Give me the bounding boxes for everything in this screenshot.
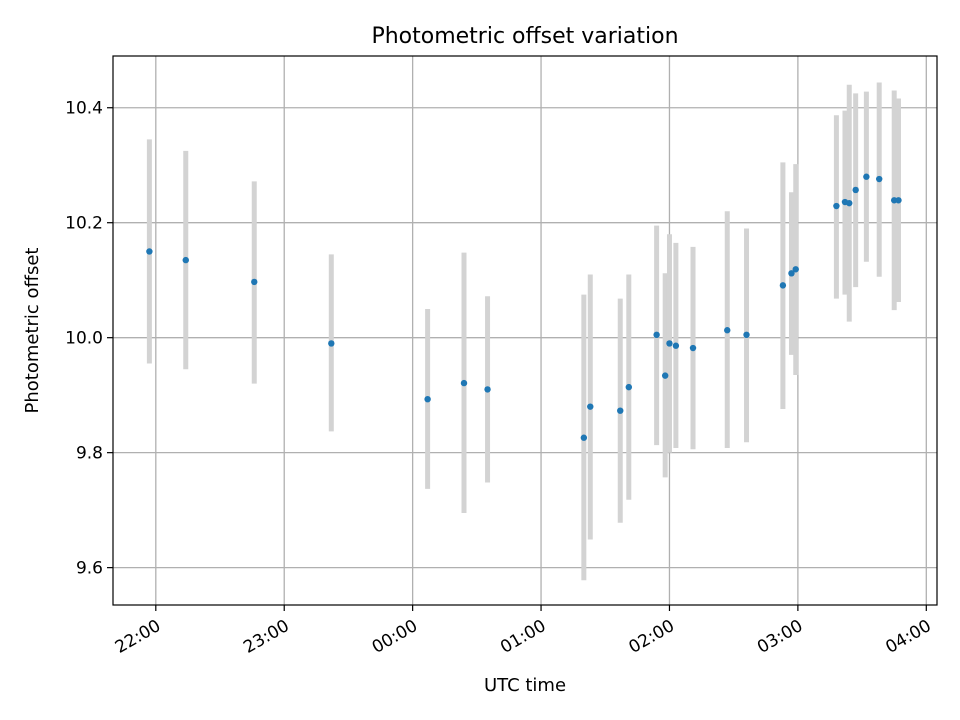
data-point <box>580 434 588 441</box>
data-point <box>146 248 153 255</box>
data-point <box>251 278 258 286</box>
chart-title: Photometric offset variation <box>371 24 678 49</box>
data-point <box>484 386 491 393</box>
plot-frame <box>112 55 938 606</box>
y-axis-ticks: 9.6 9.8 10.0 10.2 10.4 <box>65 99 113 579</box>
data-point <box>424 395 431 403</box>
x-tick-label: 22:00 <box>112 616 164 658</box>
x-tick-label: 01:00 <box>497 616 549 658</box>
data-point <box>182 256 189 264</box>
y-tick-label: 9.8 <box>76 444 103 464</box>
y-tick-label: 10.2 <box>65 214 103 234</box>
y-tick-label: 10.4 <box>65 99 103 119</box>
data-point <box>661 372 669 379</box>
y-tick-label: 10.0 <box>65 329 103 349</box>
data-point <box>460 379 468 387</box>
data-point <box>617 407 624 414</box>
x-tick-label: 02:00 <box>626 616 678 658</box>
data-point <box>689 344 697 352</box>
error-bars <box>146 82 901 581</box>
data-point <box>666 340 673 347</box>
data-points <box>146 173 902 441</box>
data-point <box>788 270 795 277</box>
data-point <box>852 186 859 194</box>
data-point <box>895 197 902 204</box>
y-axis-label: Photometric offset <box>22 248 43 414</box>
data-point <box>743 331 750 339</box>
data-point <box>792 266 799 273</box>
y-tick-label: 9.6 <box>76 559 103 579</box>
x-tick-label: 00:00 <box>369 616 421 658</box>
grid <box>113 56 937 605</box>
x-tick-label: 23:00 <box>240 616 292 658</box>
x-tick-label: 04:00 <box>882 616 934 658</box>
data-point <box>328 340 335 347</box>
data-point <box>846 199 853 207</box>
x-axis-label: UTC time <box>484 675 566 696</box>
data-point <box>653 331 660 339</box>
data-point <box>779 282 787 289</box>
data-point <box>672 342 680 349</box>
data-point <box>833 202 840 210</box>
x-axis-ticks: 22:00 23:00 00:00 01:00 02:00 03:00 04:00 <box>112 605 935 658</box>
data-point <box>724 327 731 334</box>
data-point <box>625 383 633 391</box>
data-point <box>876 175 883 183</box>
data-point <box>587 403 594 410</box>
data-point <box>863 173 870 180</box>
x-tick-label: 03:00 <box>754 616 806 658</box>
